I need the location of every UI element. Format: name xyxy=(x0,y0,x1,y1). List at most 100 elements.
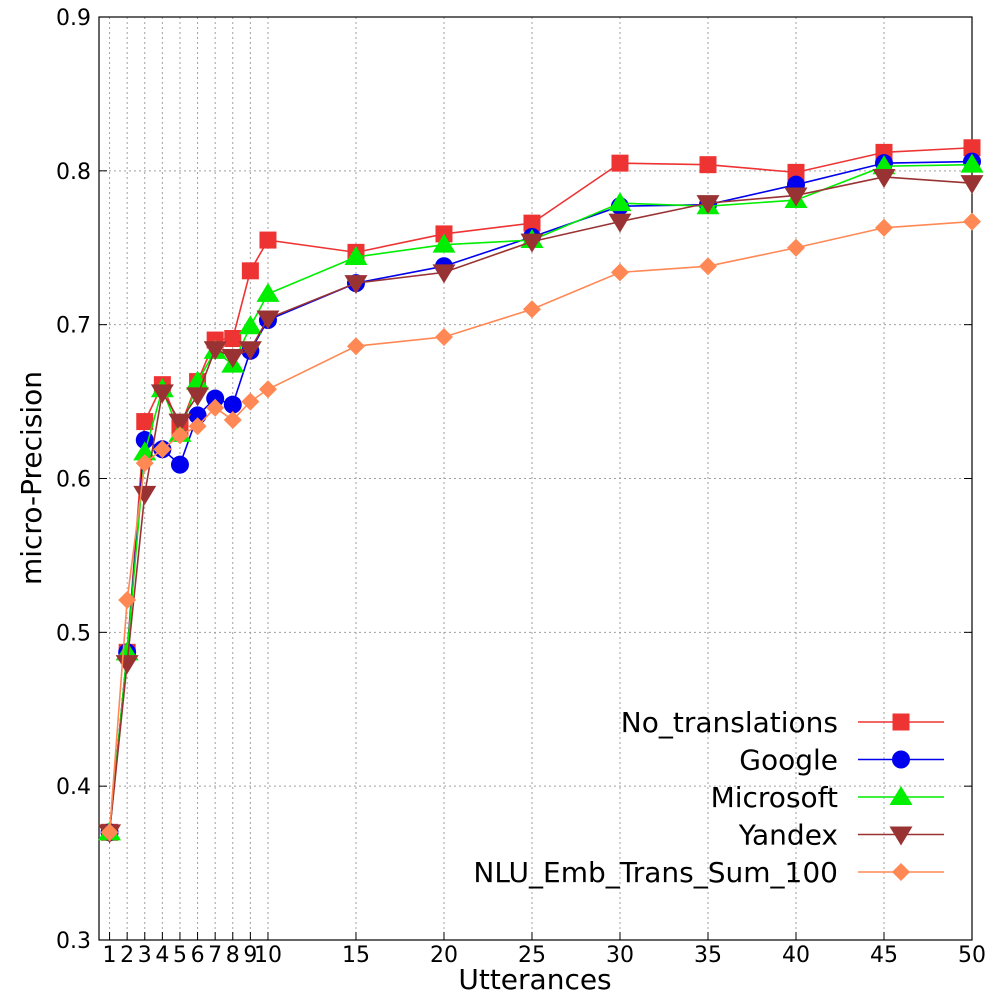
data-point xyxy=(150,384,174,404)
series-yandex xyxy=(98,168,984,844)
data-point xyxy=(960,175,984,195)
data-point xyxy=(206,398,225,417)
legend-label: Microsoft xyxy=(711,781,838,814)
series-line xyxy=(108,163,973,833)
data-point xyxy=(135,454,154,473)
x-tick-label: 35 xyxy=(694,943,722,968)
data-point xyxy=(203,341,227,361)
data-point xyxy=(241,392,260,411)
x-tick-label: 9 xyxy=(243,943,257,968)
data-point xyxy=(241,262,259,280)
data-point xyxy=(186,387,210,407)
data-point xyxy=(100,823,119,842)
data-point xyxy=(133,485,157,505)
data-point xyxy=(136,413,154,431)
data-point xyxy=(520,233,544,253)
data-point xyxy=(206,389,225,408)
data-point xyxy=(133,441,157,461)
x-tick-label: 3 xyxy=(138,943,152,968)
x-tick-label: 7 xyxy=(208,943,222,968)
data-point xyxy=(221,348,245,368)
data-point xyxy=(523,214,541,232)
data-point xyxy=(611,154,629,172)
y-tick-label: 0.8 xyxy=(56,160,91,185)
y-tick-label: 0.7 xyxy=(56,314,91,339)
y-axis: 0.3 0.4 0.5 0.6 0.7 0.8 0.9 xyxy=(56,6,972,954)
data-point xyxy=(960,153,984,173)
legend-item-no-translations: No_translations xyxy=(621,706,944,739)
data-point xyxy=(608,192,632,212)
x-tick-label: 10 xyxy=(254,943,282,968)
legend-label: No_translations xyxy=(621,706,838,739)
data-point xyxy=(786,238,805,257)
data-point xyxy=(258,380,277,399)
series-line xyxy=(108,160,973,833)
data-point xyxy=(698,257,717,276)
legend-item-nlu-emb-trans-sum-100: NLU_Emb_Trans_Sum_100 xyxy=(473,856,944,889)
data-point xyxy=(608,213,632,233)
y-tick-label: 0.6 xyxy=(56,468,91,493)
y-tick-label: 0.9 xyxy=(56,6,91,31)
x-tick-label: 25 xyxy=(518,943,546,968)
legend-label: Yandex xyxy=(738,819,838,852)
data-point xyxy=(344,275,368,295)
data-point xyxy=(432,233,456,253)
x-axis: 1 2 3 4 5 6 7 8 910 15 20 25 30 35 40 45 50 xyxy=(103,932,986,968)
legend-item-microsoft: Microsoft xyxy=(711,781,944,814)
data-point xyxy=(259,231,277,249)
data-point xyxy=(168,413,192,433)
data-point xyxy=(874,218,893,237)
x-tick-label: 30 xyxy=(606,943,634,968)
legend-marker xyxy=(889,786,913,805)
data-point xyxy=(256,282,280,302)
y-tick-label: 0.4 xyxy=(56,775,91,800)
data-point xyxy=(153,440,172,459)
x-tick-label: 50 xyxy=(958,943,986,968)
legend-item-yandex: Yandex xyxy=(738,819,944,852)
data-point xyxy=(696,195,720,215)
data-point xyxy=(224,330,242,348)
series-line xyxy=(108,176,973,833)
legend-marker xyxy=(892,750,910,769)
series-nlu-emb-trans-sum-100 xyxy=(100,212,981,842)
series-layer xyxy=(98,139,984,844)
data-point xyxy=(223,411,242,430)
data-point xyxy=(223,395,242,414)
x-tick-label: 4 xyxy=(155,943,169,968)
y-tick-label: 0.3 xyxy=(56,929,91,954)
data-point xyxy=(432,264,456,284)
x-tick-label: 1 xyxy=(103,943,117,968)
data-point xyxy=(186,370,210,390)
legend-label: Google xyxy=(739,744,838,777)
data-point xyxy=(784,187,808,207)
data-point xyxy=(610,263,629,282)
legend-marker xyxy=(889,826,913,846)
x-tick-label: 8 xyxy=(226,943,240,968)
data-point xyxy=(170,426,189,445)
x-tick-label: 40 xyxy=(782,943,810,968)
x-axis-title: Utterances xyxy=(458,963,611,996)
data-point xyxy=(115,655,139,675)
data-point xyxy=(344,245,368,265)
x-tick-label: 20 xyxy=(430,943,458,968)
y-axis-title: micro-Precision xyxy=(15,371,48,585)
data-point xyxy=(346,337,365,356)
data-point xyxy=(170,455,189,474)
legend: No_translations Google Microsoft Yandex NLU_… xyxy=(473,706,944,889)
data-point xyxy=(872,168,896,188)
x-tick-label: 15 xyxy=(342,943,370,968)
data-point xyxy=(238,315,262,335)
data-point xyxy=(188,406,207,425)
data-point xyxy=(118,591,137,610)
legend-marker xyxy=(892,863,910,881)
x-tick-label: 6 xyxy=(191,943,205,968)
data-point xyxy=(963,139,981,157)
x-tick-label: 5 xyxy=(173,943,187,968)
grid-lines xyxy=(99,17,972,940)
series-microsoft xyxy=(98,153,984,841)
data-point xyxy=(699,156,717,174)
data-point xyxy=(787,163,805,181)
data-point xyxy=(963,212,981,231)
data-point xyxy=(238,341,262,361)
